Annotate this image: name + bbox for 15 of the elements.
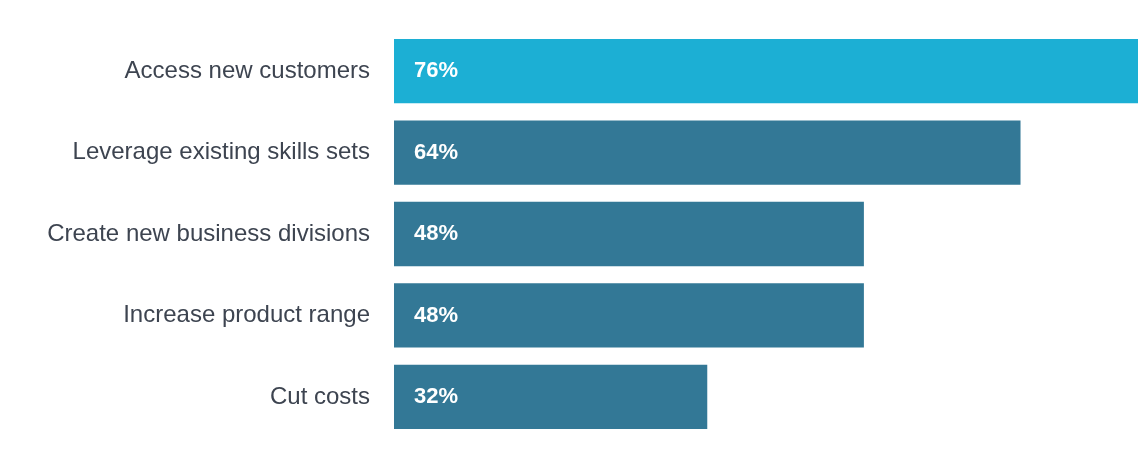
y-tick-label: Cut costs [269, 381, 370, 409]
data-label: 48% [414, 220, 459, 246]
y-tick-label: Increase product range [123, 300, 370, 328]
data-label: 76% [414, 57, 459, 83]
data-label: 64% [414, 138, 459, 164]
data-label: 48% [414, 301, 459, 327]
bar [394, 120, 1021, 185]
data-label: 32% [414, 382, 459, 408]
bar [394, 283, 864, 348]
bar [394, 364, 708, 430]
y-tick-label: Create new business divisions [47, 218, 370, 246]
bar [394, 201, 864, 267]
y-tick-label: Leverage existing skills sets [72, 137, 370, 165]
bar [394, 38, 1138, 104]
y-tick-label: Access new customers [124, 55, 370, 83]
